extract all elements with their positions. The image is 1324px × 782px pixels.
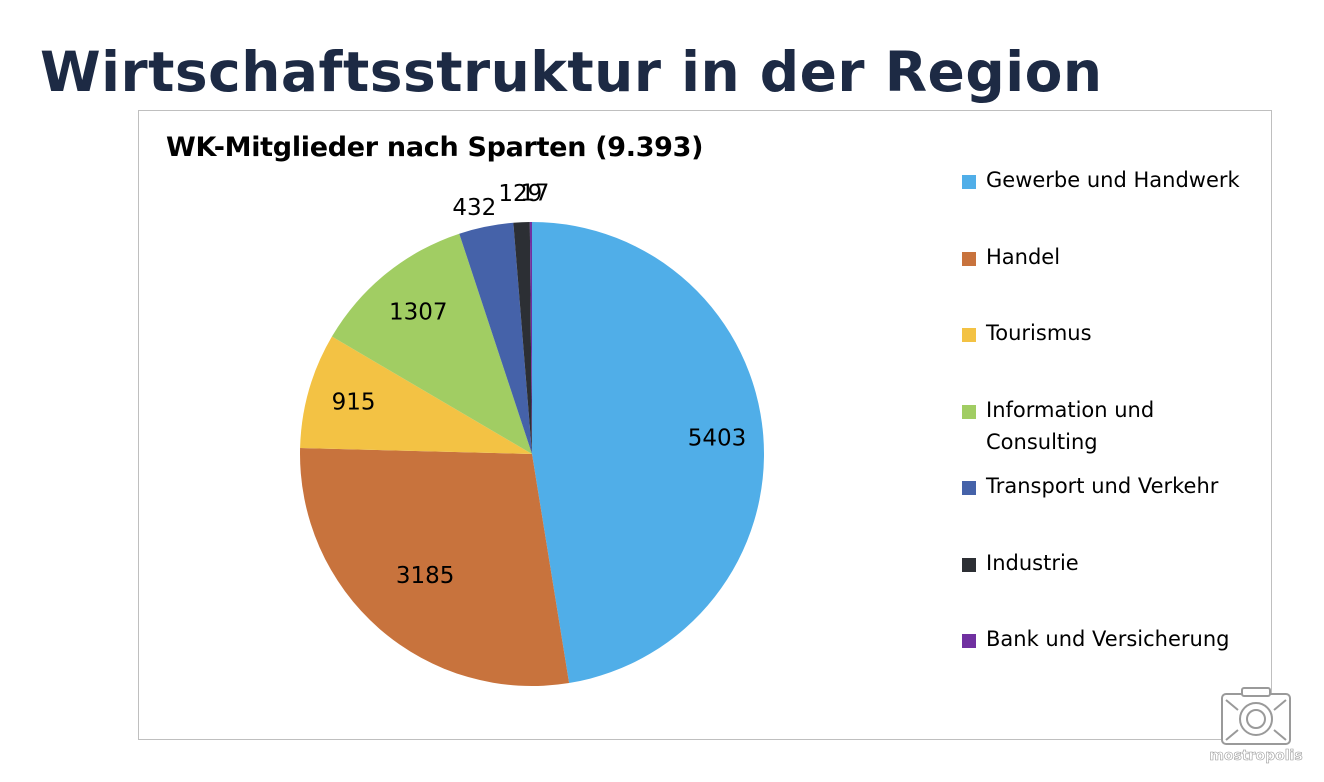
pie-slice-industrie [513,222,532,454]
watermark-text: mostropolis [1209,748,1303,765]
pie-slice-tourismus [300,336,532,454]
pie-slice-information-und-consulting [331,233,532,454]
data-label-bank-und-versicherung: 17 [520,181,549,207]
legend-label: Handel [986,244,1061,269]
legend-label: Gewerbe und Handwerk [986,168,1240,192]
legend-item: Bank und Versicherung [962,623,1262,655]
legend-swatch [962,557,976,572]
legend-item: Transport und Verkehr [962,470,1262,502]
legend-item: Information und Consulting [962,394,1262,458]
legend-item: Gewerbe und Handwerk [962,164,1262,196]
data-label-information-und-consulting: 1307 [389,300,448,326]
legend-swatch [962,481,976,495]
legend-swatch [962,328,976,342]
slide-title: Wirtschaftsstruktur in der Region [40,40,1103,104]
pie-slice-bank-und-versicherung [529,222,532,454]
legend-item: Handel [962,241,1262,273]
data-label-tourismus: 915 [332,390,376,416]
chart-title: WK-Mitglieder nach Sparten (9.393) [166,132,704,163]
legend-swatch [962,634,976,648]
mostropolis-watermark: mostropolis [1208,686,1304,772]
pie-slice-transport-und-verkehr [459,222,532,454]
legend-swatch [962,175,976,189]
data-label-industrie: 129 [498,181,542,207]
legend-label: Bank und Versicherung [986,627,1230,651]
pie-slice-gewerbe-und-handwerk [532,222,765,684]
legend-swatch [962,251,976,266]
legend-item: Industrie [962,547,1262,579]
pie-slice-handel [300,447,570,686]
data-label-transport-und-verkehr: 432 [452,195,496,221]
legend-label: Information und Consulting [986,397,1155,454]
camera-logo-icon [1221,687,1291,745]
legend-label: Tourismus [986,321,1092,345]
legend-swatch [962,404,976,419]
legend-label: Transport und Verkehr [986,474,1219,498]
legend-item: Tourismus [962,317,1262,349]
data-label-handel: 3185 [396,563,455,589]
legend-label: Industrie [986,550,1079,575]
data-label-gewerbe-und-handwerk: 5403 [688,426,747,452]
